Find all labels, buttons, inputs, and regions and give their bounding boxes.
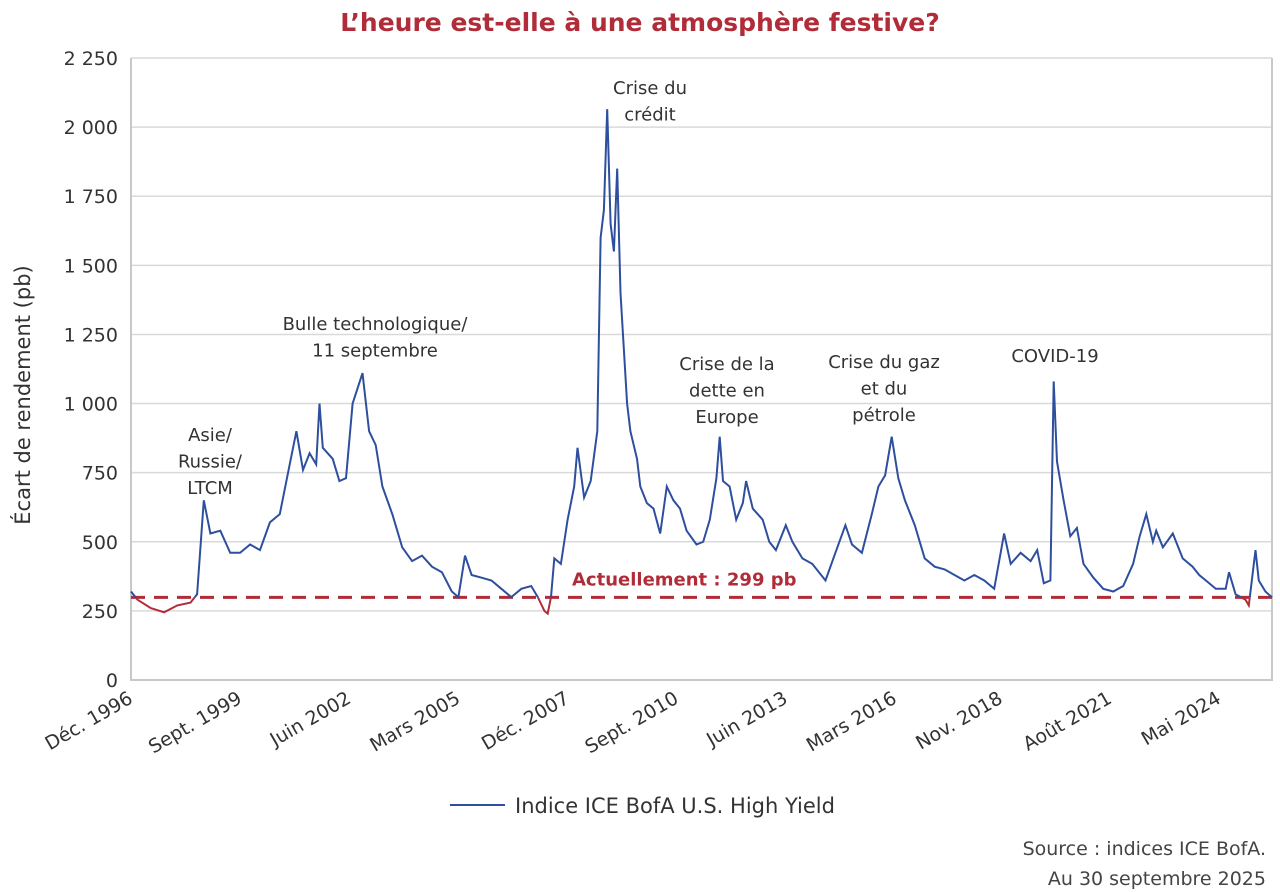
y-tick-label: 1 750 [64, 186, 118, 208]
annotation: Asie/Russie/LTCM [178, 425, 243, 499]
y-tick-label: 1 250 [64, 324, 118, 346]
plot-frame [130, 58, 1273, 681]
annotation: Bulle technologique/11 septembre [283, 314, 469, 362]
annotation: Crise du crédit [613, 78, 687, 126]
x-tick-label: Mai 2024 [1138, 687, 1225, 750]
annotations: Asie/Russie/LTCM Bulle technologique/11 s… [178, 78, 1099, 499]
date-note: Au 30 septembre 2025 [1048, 868, 1266, 890]
grid [131, 57, 1272, 612]
y-tick-label: 250 [82, 601, 118, 623]
x-tick-label: Déc. 2007 [478, 687, 573, 755]
x-tick-label: Mars 2005 [366, 687, 464, 756]
chart-title: L’heure est-elle à une atmosphère festiv… [340, 8, 940, 37]
annotation: COVID-19 [1011, 346, 1098, 367]
y-tick-label: 0 [106, 670, 118, 692]
annotation: Crise du gaz et du pétrole [828, 352, 940, 426]
x-tick-label: Juin 2002 [266, 687, 355, 751]
annotation-line: Europe [695, 407, 758, 428]
annotation-line: COVID-19 [1011, 346, 1098, 367]
annotation-line: dette en [689, 381, 765, 402]
series-line-high-yield [130, 109, 1273, 598]
annotation-line: 11 septembre [312, 341, 438, 362]
annotation-line: Bulle technologique/ [283, 314, 469, 335]
annotation-line: Russie/ [178, 452, 243, 473]
y-tick-label: 2 000 [64, 117, 118, 139]
x-tick-label: Sept. 2010 [581, 687, 682, 758]
y-axis-label: Écart de rendement (pb) [10, 265, 35, 524]
y-tick-label: 2 250 [64, 48, 118, 70]
legend-label: Indice ICE BofA U.S. High Yield [515, 794, 835, 818]
annotation: Crise de la dette en Europe [679, 354, 774, 428]
annotation-line: pétrole [852, 405, 916, 426]
current-level-label: Actuellement : 299 pb [572, 569, 797, 590]
x-tick-label: Sept. 1999 [145, 687, 246, 758]
annotation-line: crédit [624, 105, 675, 126]
annotation-line: LTCM [187, 478, 233, 499]
annotation-line: Crise du gaz [828, 352, 940, 373]
y-tick-label: 750 [82, 463, 118, 485]
y-axis: 0 250 500 750 1 000 1 250 1 500 1 750 2 000 2 250 [64, 48, 118, 692]
x-tick-label: Mars 2016 [803, 687, 901, 756]
x-tick-label: Juin 2013 [702, 687, 791, 751]
plot-border [130, 58, 1273, 681]
x-tick-label: Déc. 1996 [41, 687, 136, 755]
annotation-line: Asie/ [188, 425, 233, 446]
legend: Indice ICE BofA U.S. High Yield [450, 794, 835, 818]
y-tick-label: 1 500 [64, 255, 118, 277]
x-tick-label: Août 2021 [1019, 687, 1115, 755]
x-tick-label: Nov. 2018 [912, 687, 1006, 754]
annotation-line: Crise de la [679, 354, 774, 375]
y-tick-label: 1 000 [64, 394, 118, 416]
source-note: Source : indices ICE BofA. [1023, 838, 1266, 860]
annotation-line: Crise du [613, 78, 687, 99]
x-axis: Déc. 1996 Sept. 1999 Juin 2002 Mars 2005 Déc… [41, 687, 1224, 758]
annotation-line: et du [861, 379, 908, 400]
y-tick-label: 500 [82, 532, 118, 554]
